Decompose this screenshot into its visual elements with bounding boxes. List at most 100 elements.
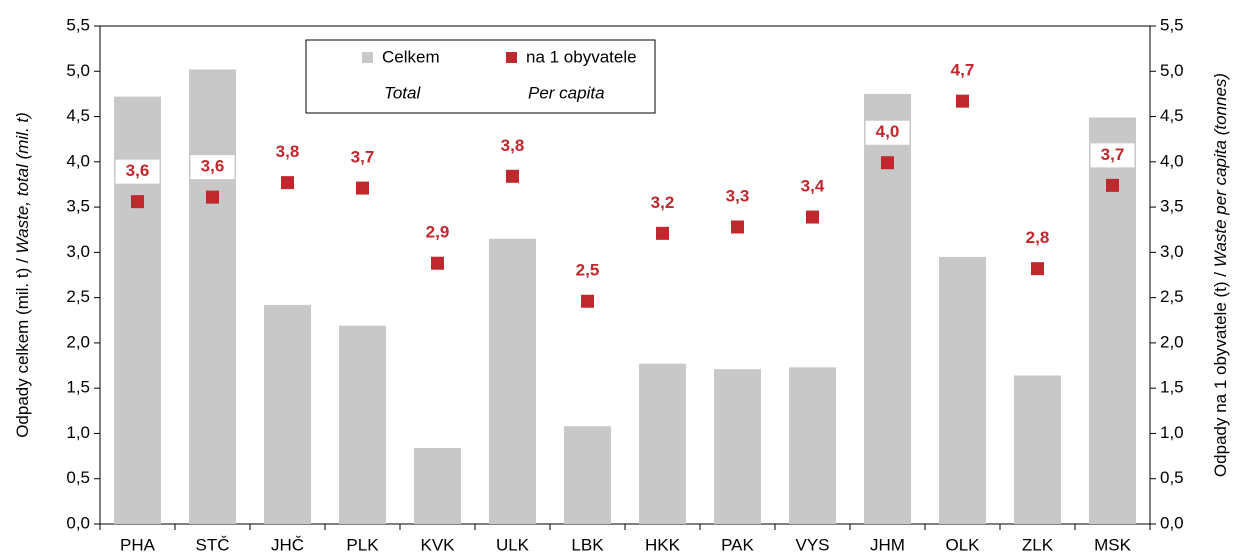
y-tick-label: 0,0 xyxy=(66,513,90,532)
y-tick-label: 3,5 xyxy=(66,197,90,216)
x-tick-label: LBK xyxy=(571,535,604,554)
marker xyxy=(431,256,444,270)
y-tick-label: 2,0 xyxy=(1160,332,1184,351)
y-axis-label: Odpady celkem (mil. t) / Waste, total (m… xyxy=(13,112,32,438)
y-tick-label: 5,5 xyxy=(1160,15,1184,34)
value-label: 2,8 xyxy=(1026,228,1050,247)
bar xyxy=(1014,375,1061,524)
value-label-bg xyxy=(490,134,535,159)
value-label-bg xyxy=(865,120,910,145)
y-tick-label: 2,0 xyxy=(66,332,90,351)
value-label: 3,6 xyxy=(201,157,225,176)
y-tick-label: 4,0 xyxy=(1160,151,1184,170)
y-tick-label: 4,0 xyxy=(66,151,90,170)
bar xyxy=(339,325,386,524)
legend-label: na 1 obyvatele xyxy=(526,47,637,66)
marker xyxy=(281,176,294,190)
bar xyxy=(639,363,686,524)
y-tick-label: 5,0 xyxy=(1160,61,1184,80)
legend: Celkem na 1 obyvatele Total Per capita xyxy=(305,39,656,114)
bar xyxy=(714,369,761,524)
value-label-bg xyxy=(115,159,160,184)
value-label: 3,8 xyxy=(276,142,300,161)
marker xyxy=(506,169,519,183)
x-tick-label: PHA xyxy=(120,535,156,554)
value-label-bg xyxy=(640,191,685,216)
legend-swatch xyxy=(506,52,517,63)
value-label: 2,9 xyxy=(426,223,450,242)
bar xyxy=(564,426,611,524)
value-label: 4,0 xyxy=(876,122,900,141)
bar xyxy=(189,69,236,524)
x-tick-label: VYS xyxy=(795,535,829,554)
value-label-bg xyxy=(340,146,385,171)
value-label: 4,7 xyxy=(951,61,975,80)
y-tick-label: 0,0 xyxy=(1160,513,1184,532)
y-label-part: Odpady celkem (mil. t) / xyxy=(13,254,32,438)
value-label: 3,2 xyxy=(651,193,675,212)
marker xyxy=(731,220,744,234)
bar xyxy=(414,447,461,524)
y-tick-label: 2,5 xyxy=(1160,287,1184,306)
y-tick-label: 5,0 xyxy=(66,61,90,80)
x-tick-label: PAK xyxy=(721,535,754,554)
value-label-bg xyxy=(715,185,760,210)
y-tick-label: 0,5 xyxy=(1160,468,1184,487)
x-tick-label: JHČ xyxy=(271,535,304,554)
legend-subtitle: Total xyxy=(384,83,421,102)
marker xyxy=(581,294,594,308)
value-label-bg xyxy=(190,155,235,180)
y-tick-label: 1,0 xyxy=(1160,423,1184,442)
x-tick-label: KVK xyxy=(420,535,455,554)
value-label: 3,7 xyxy=(351,148,375,167)
x-tick-label: STČ xyxy=(196,535,230,554)
x-tick-label: ULK xyxy=(496,535,530,554)
marker xyxy=(806,210,819,224)
value-label: 3,6 xyxy=(126,161,150,180)
value-label: 3,8 xyxy=(501,136,525,155)
marker xyxy=(131,195,144,209)
x-tick-label: JHM xyxy=(870,535,905,554)
value-label-bg xyxy=(790,175,835,200)
y-tick-label: 3,0 xyxy=(1160,242,1184,261)
value-label-bg xyxy=(940,59,985,84)
value-label: 3,3 xyxy=(726,186,750,205)
marker xyxy=(1031,262,1044,276)
legend-label: Celkem xyxy=(382,47,440,66)
y2-label-part: Waste per capita (tonnes) xyxy=(1211,73,1230,267)
x-tick-label: ZLK xyxy=(1022,535,1054,554)
y-tick-label: 2,5 xyxy=(66,287,90,306)
value-label-bg xyxy=(565,259,610,284)
legend-subtitle: Per capita xyxy=(528,83,605,102)
bar xyxy=(939,256,986,524)
x-tick-label: PLK xyxy=(346,535,379,554)
x-tick-label: HKK xyxy=(645,535,681,554)
value-label-bg xyxy=(265,140,310,165)
bar xyxy=(789,367,836,524)
y-tick-label: 4,5 xyxy=(66,106,90,125)
y-tick-label: 1,5 xyxy=(66,378,90,397)
value-label-bg xyxy=(1015,226,1060,251)
value-label: 2,5 xyxy=(576,261,600,280)
bar xyxy=(1089,117,1136,524)
value-label-bg xyxy=(1090,143,1135,168)
marker xyxy=(1106,178,1119,192)
y-tick-label: 5,5 xyxy=(66,15,90,34)
x-tick-label: OLK xyxy=(945,535,980,554)
y2-axis-label: Odpady na 1 obyvatele (t) / Waste per ca… xyxy=(1211,73,1230,477)
value-label-bg xyxy=(415,221,460,246)
marker xyxy=(656,226,669,240)
legend-swatch xyxy=(362,52,373,63)
marker xyxy=(356,181,369,195)
y-tick-label: 3,5 xyxy=(1160,197,1184,216)
y-tick-label: 3,0 xyxy=(66,242,90,261)
marker xyxy=(956,94,969,108)
y-tick-label: 4,5 xyxy=(1160,106,1184,125)
bar xyxy=(489,238,536,525)
y2-label-part: Odpady na 1 obyvatele (t) / xyxy=(1211,267,1230,477)
value-label: 3,7 xyxy=(1101,145,1125,164)
marker xyxy=(881,156,894,170)
y-tick-label: 0,5 xyxy=(66,468,90,487)
bar xyxy=(264,304,311,524)
